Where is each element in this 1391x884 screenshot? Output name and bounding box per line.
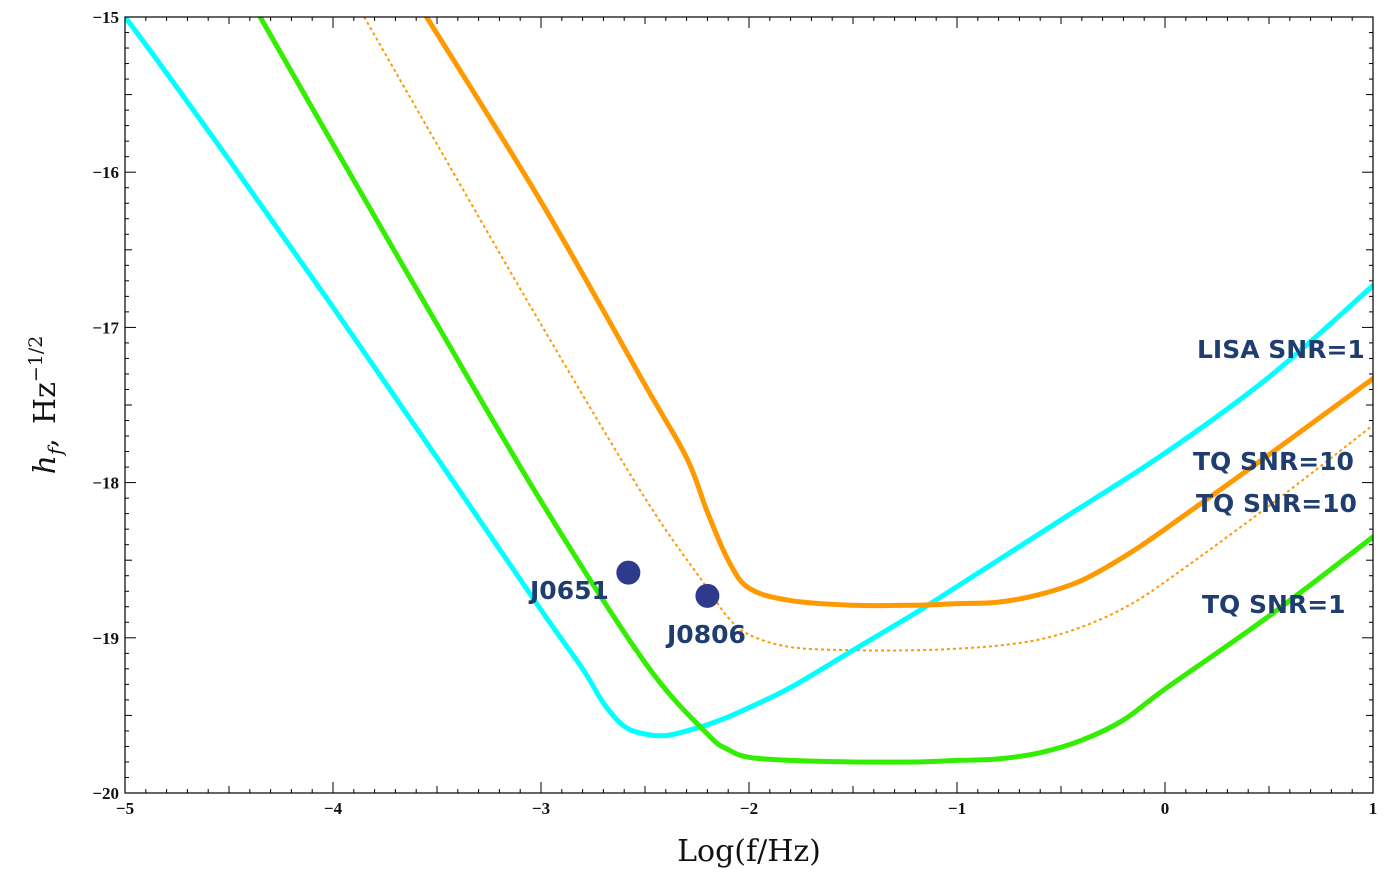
svg-text:hf,Hz−1/2: hf,Hz−1/2: [25, 336, 67, 475]
series-line-tq-snr10-solid: [424, 17, 1373, 609]
series-line-tq-snr1: [257, 17, 1373, 765]
point-label-j0651: J0651: [528, 576, 609, 605]
tick-labels-layer: −5 −4 −3 −2 −1 0 1 −20 −19 −18 −17 −16 −15: [92, 8, 1377, 818]
y-tick-label: −18: [92, 474, 119, 493]
series-line-lisa: [125, 17, 1373, 739]
x-tick-label: −1: [948, 799, 966, 818]
y-axis-title-exponent: −1/2: [25, 336, 47, 383]
y-axis-title: hf,Hz−1/2: [25, 336, 67, 475]
data-point-j0651: [616, 560, 641, 585]
series-label: TQ SNR=1: [1202, 590, 1346, 619]
y-tick-label: −19: [92, 629, 119, 648]
x-tick-label: −4: [324, 799, 343, 818]
ticks-layer: [124, 16, 1374, 794]
series-line-tq-snr10-dotted: [363, 17, 1373, 652]
x-tick-label: 1: [1369, 799, 1378, 818]
series-label: TQ SNR=10: [1193, 447, 1354, 476]
x-axis-title: Log(f/Hz): [677, 834, 821, 869]
labels-layer: J0651 J0806 LISA SNR=1 TQ SNR=10 TQ SNR=10 TQ…: [528, 335, 1365, 649]
y-tick-label: −17: [92, 318, 119, 337]
x-tick-label: −2: [740, 799, 758, 818]
y-axis-title-comma: ,: [28, 438, 63, 448]
points-layer: [616, 560, 720, 608]
x-tick-label: 0: [1161, 799, 1170, 818]
point-label-j0806: J0806: [665, 620, 746, 649]
series-label: LISA SNR=1: [1197, 335, 1365, 364]
x-tick-label: −3: [532, 799, 550, 818]
x-tick-label: −5: [116, 799, 134, 818]
y-axis-title-symbol: h: [28, 455, 63, 474]
curves-layer: [125, 17, 1373, 765]
y-tick-label: −20: [92, 784, 119, 803]
y-tick-label: −15: [92, 8, 119, 27]
y-axis-title-unit: Hz: [28, 382, 63, 424]
y-tick-label: −16: [92, 163, 119, 182]
data-point-j0806: [695, 583, 720, 608]
series-label: TQ SNR=10: [1196, 489, 1357, 518]
